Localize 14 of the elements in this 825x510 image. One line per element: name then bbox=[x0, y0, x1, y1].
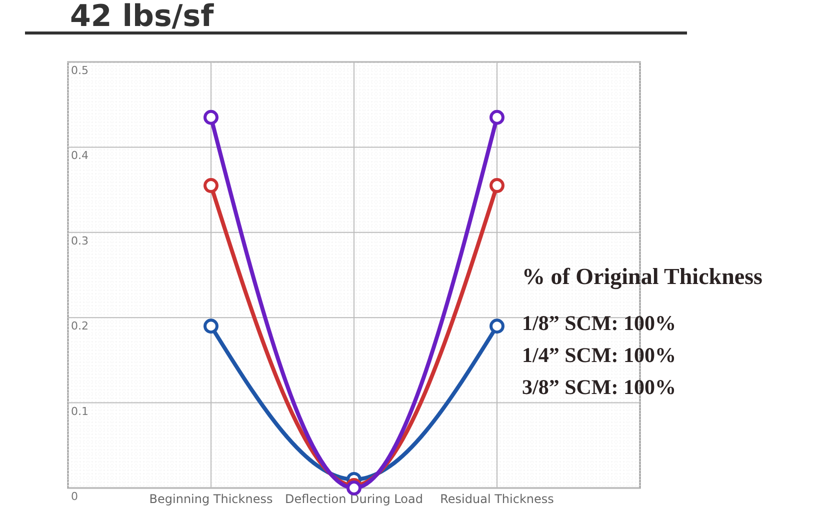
y-tick-label: 0.5 bbox=[71, 64, 88, 77]
y-tick-label: 0.2 bbox=[71, 320, 88, 333]
x-tick-label: Residual Thickness bbox=[440, 492, 554, 506]
y-tick-label: 0.1 bbox=[71, 404, 88, 418]
annotation: 1/8” SCM: 100% bbox=[522, 311, 676, 335]
x-tick-label: Beginning Thickness bbox=[149, 492, 273, 506]
annotation: 1/4” SCM: 100% bbox=[522, 343, 676, 367]
annotation: 3/8” SCM: 100% bbox=[522, 375, 676, 399]
chart-title: 42 lbs/sf bbox=[70, 0, 215, 34]
y-tick-label: 0 bbox=[71, 490, 78, 503]
x-tick-label: Deflection During Load bbox=[285, 492, 423, 506]
y-tick-label: 0.3 bbox=[71, 234, 88, 248]
y-tick-label: 0.4 bbox=[71, 149, 88, 162]
annotation: % of Original Thickness bbox=[522, 264, 763, 290]
